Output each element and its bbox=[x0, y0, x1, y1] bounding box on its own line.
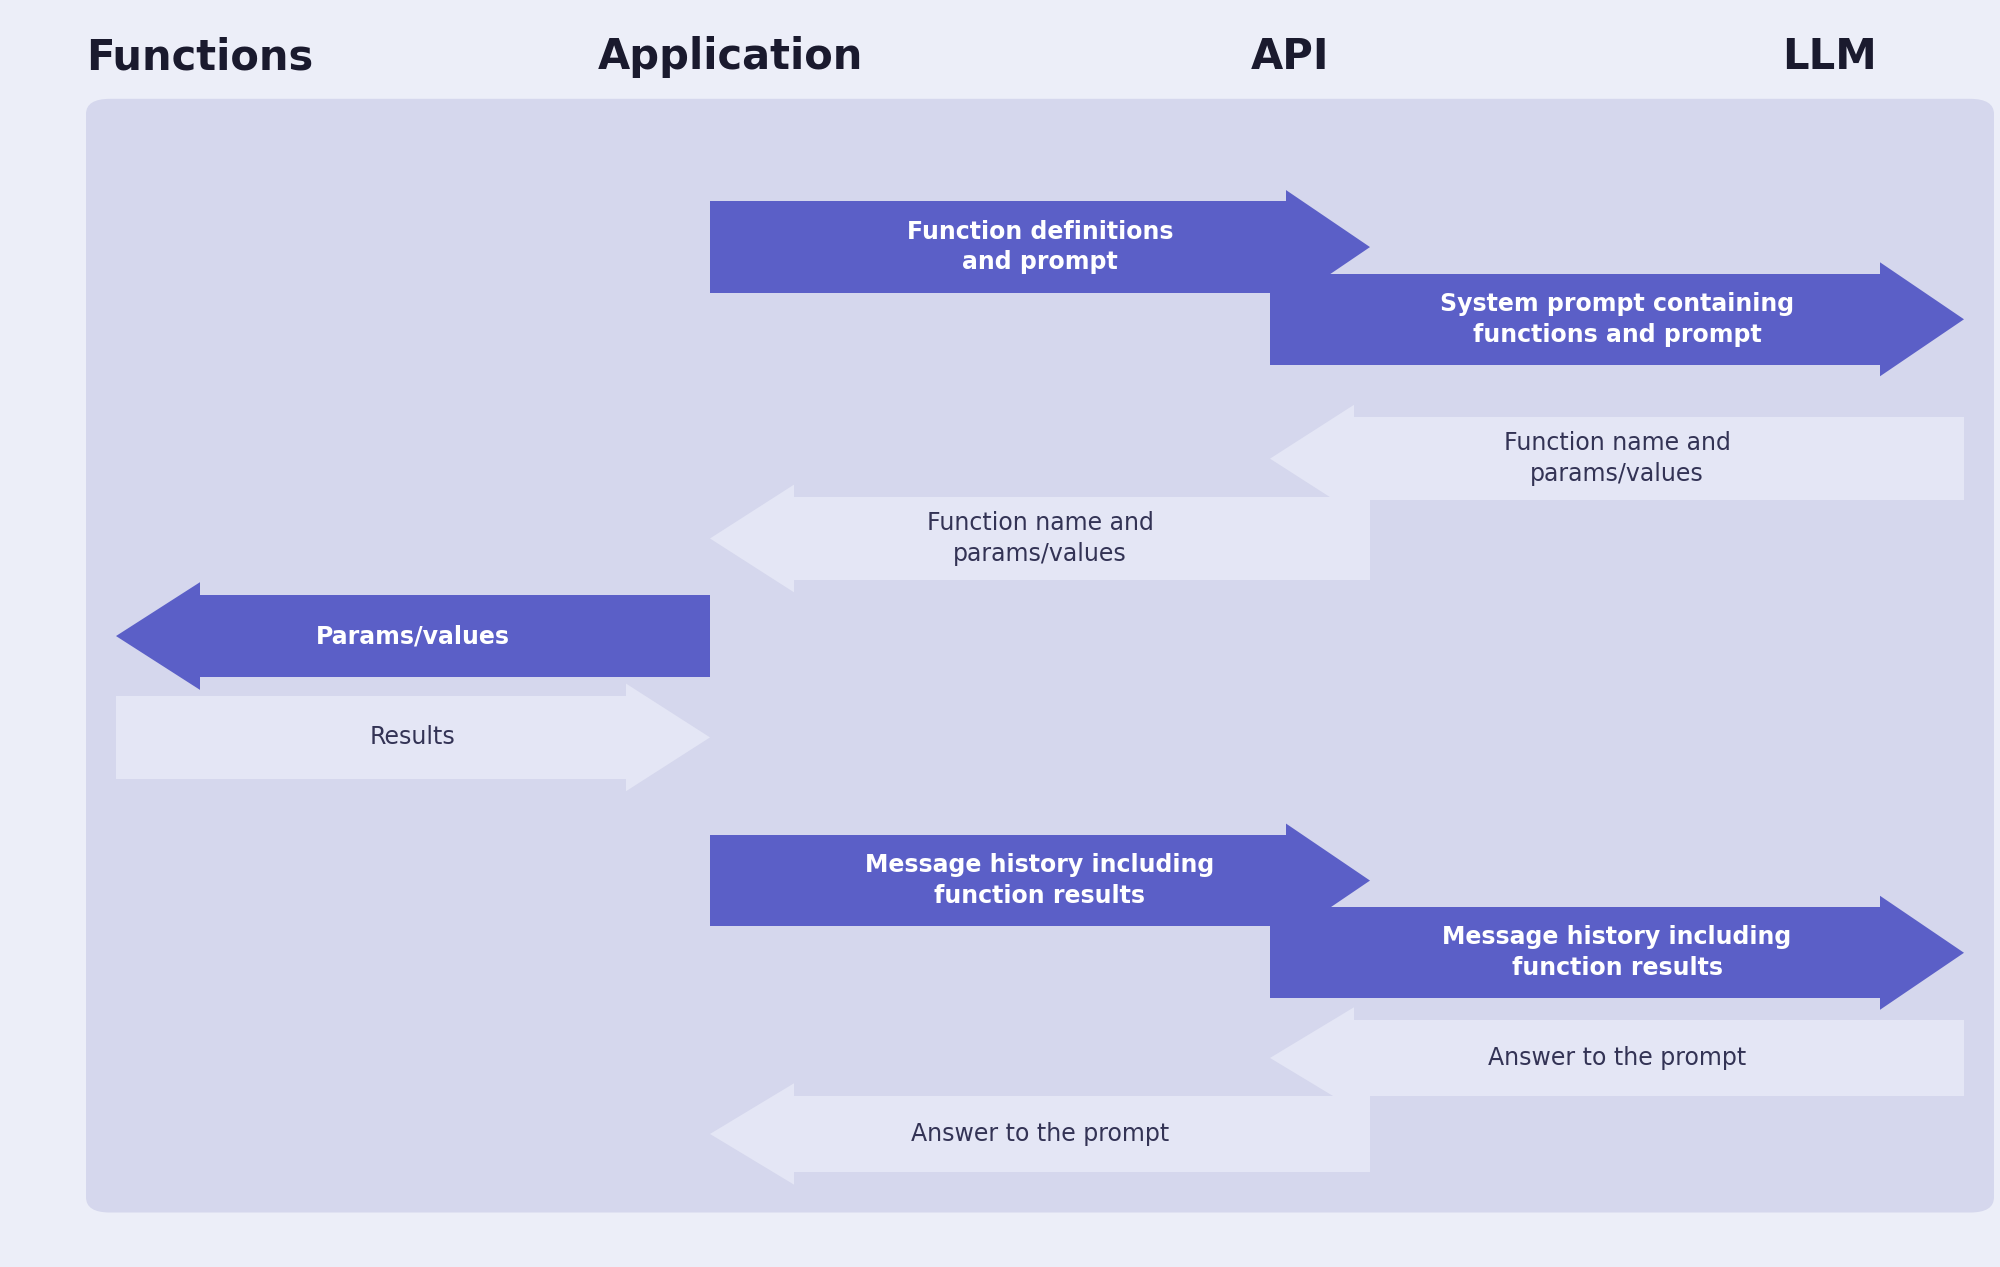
Text: Message history including
function results: Message history including function resul… bbox=[1442, 925, 1792, 981]
Polygon shape bbox=[1270, 1007, 1354, 1109]
Polygon shape bbox=[626, 684, 710, 791]
Text: Message history including
function results: Message history including function resul… bbox=[866, 853, 1214, 908]
Bar bbox=[1270, 274, 1880, 365]
Polygon shape bbox=[116, 583, 200, 689]
Bar bbox=[794, 498, 1370, 580]
Text: Application: Application bbox=[598, 35, 862, 79]
Text: API: API bbox=[1250, 35, 1330, 79]
Text: Functions: Functions bbox=[86, 35, 314, 79]
Text: Function name and
params/values: Function name and params/values bbox=[926, 511, 1154, 566]
Bar bbox=[794, 1096, 1370, 1172]
Bar bbox=[1354, 418, 1964, 499]
Text: Answer to the prompt: Answer to the prompt bbox=[1488, 1047, 1746, 1069]
Text: Function definitions
and prompt: Function definitions and prompt bbox=[906, 219, 1174, 275]
Bar bbox=[1270, 907, 1880, 998]
Polygon shape bbox=[1880, 262, 1964, 376]
FancyBboxPatch shape bbox=[86, 99, 1994, 1213]
Polygon shape bbox=[1286, 190, 1370, 304]
Text: Answer to the prompt: Answer to the prompt bbox=[910, 1123, 1170, 1145]
Bar bbox=[200, 595, 710, 677]
Bar bbox=[710, 201, 1286, 293]
Polygon shape bbox=[710, 485, 794, 593]
Text: Params/values: Params/values bbox=[316, 625, 510, 647]
Text: System prompt containing
functions and prompt: System prompt containing functions and p… bbox=[1440, 291, 1794, 347]
Polygon shape bbox=[710, 1083, 794, 1185]
Bar bbox=[1354, 1020, 1964, 1096]
Text: Results: Results bbox=[370, 726, 456, 749]
Text: Function name and
params/values: Function name and params/values bbox=[1504, 431, 1730, 487]
Bar bbox=[710, 835, 1286, 926]
Text: LLM: LLM bbox=[1782, 35, 1878, 79]
Bar bbox=[116, 697, 626, 778]
Polygon shape bbox=[1270, 405, 1354, 512]
Polygon shape bbox=[1286, 824, 1370, 938]
Polygon shape bbox=[1880, 896, 1964, 1010]
